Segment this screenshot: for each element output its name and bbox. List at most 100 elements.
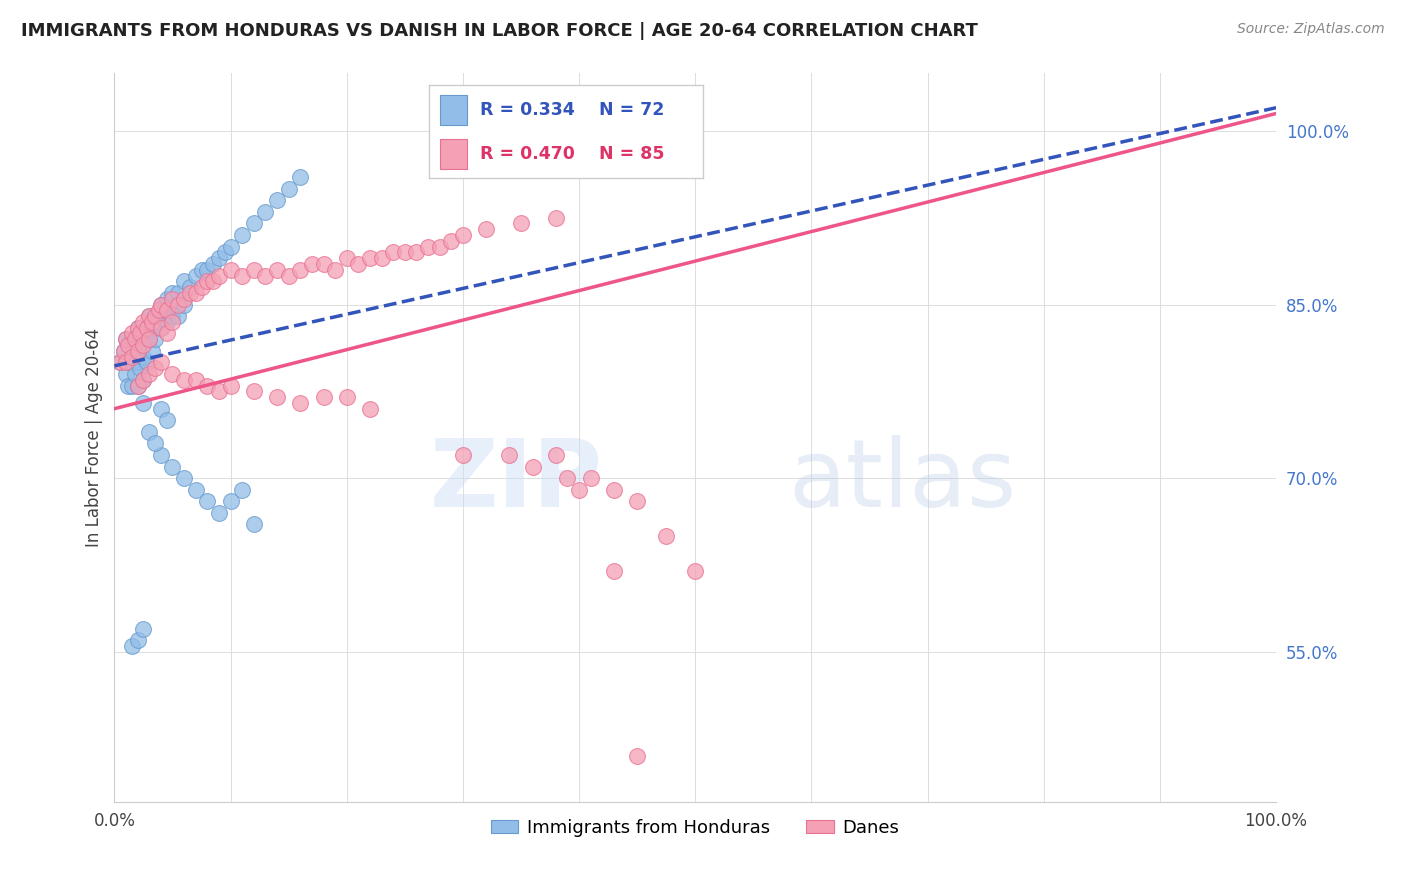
Text: N = 85: N = 85 (599, 145, 664, 163)
Point (117, 378, 139, 392)
Point (359, 251, 381, 265)
Point (370, 251, 392, 265)
Point (121, 378, 143, 392)
Point (173, 297, 195, 311)
Point (312, 257, 335, 271)
Point (121, 639, 143, 653)
Point (143, 436, 166, 450)
Point (266, 390, 288, 404)
Point (115, 355, 138, 369)
Point (557, 471, 579, 485)
Point (394, 245, 416, 260)
Point (110, 355, 132, 369)
Point (127, 378, 149, 392)
Point (141, 315, 163, 329)
Point (156, 303, 179, 318)
Point (290, 170, 312, 185)
Point (115, 367, 138, 381)
Point (127, 320, 149, 334)
Point (475, 222, 498, 236)
Point (129, 338, 152, 352)
Point (277, 268, 299, 283)
Point (141, 320, 163, 334)
Point (117, 338, 139, 352)
Point (132, 396, 155, 410)
Point (579, 471, 602, 485)
Point (143, 361, 166, 376)
Point (143, 309, 166, 323)
Point (156, 413, 179, 427)
Point (162, 367, 184, 381)
Point (124, 332, 146, 346)
Point (219, 494, 242, 508)
Text: ZIP: ZIP (429, 435, 602, 527)
Point (195, 274, 218, 288)
Point (208, 268, 231, 283)
Point (231, 228, 253, 243)
Point (138, 309, 160, 323)
Point (243, 217, 266, 231)
Point (149, 320, 172, 334)
Point (132, 326, 155, 341)
Point (568, 483, 591, 497)
Point (138, 309, 160, 323)
Point (190, 280, 212, 294)
Point (440, 234, 463, 248)
Point (143, 309, 166, 323)
Point (132, 373, 155, 387)
Point (202, 257, 225, 271)
Point (149, 320, 172, 334)
Text: IMMIGRANTS FROM HONDURAS VS DANISH IN LABOR FORCE | AGE 20-64 CORRELATION CHART: IMMIGRANTS FROM HONDURAS VS DANISH IN LA… (21, 22, 979, 40)
Point (149, 355, 172, 369)
Point (603, 483, 626, 497)
Point (208, 251, 231, 265)
Point (254, 268, 277, 283)
Point (152, 309, 174, 323)
Point (159, 303, 181, 318)
Point (156, 326, 179, 341)
Point (132, 338, 155, 352)
Point (208, 384, 231, 399)
Point (290, 262, 312, 277)
Point (347, 257, 370, 271)
Point (184, 483, 207, 497)
Point (173, 274, 195, 288)
Point (138, 332, 160, 346)
Point (195, 378, 218, 392)
FancyBboxPatch shape (440, 139, 467, 169)
Point (148, 315, 170, 329)
Point (129, 326, 152, 341)
Point (266, 262, 288, 277)
Point (243, 384, 266, 399)
Point (117, 355, 139, 369)
Text: R = 0.470: R = 0.470 (479, 145, 575, 163)
Point (202, 274, 225, 288)
Point (138, 367, 160, 381)
Point (243, 262, 266, 277)
Point (121, 350, 143, 364)
Point (136, 355, 159, 369)
Point (127, 332, 149, 346)
Point (162, 315, 184, 329)
Text: atlas: atlas (789, 435, 1017, 527)
Point (127, 355, 149, 369)
Point (149, 297, 172, 311)
Text: Source: ZipAtlas.com: Source: ZipAtlas.com (1237, 22, 1385, 37)
Point (112, 343, 135, 358)
Point (195, 494, 218, 508)
Point (156, 315, 179, 329)
Point (219, 262, 242, 277)
Point (336, 390, 359, 404)
Point (149, 297, 172, 311)
Point (231, 268, 253, 283)
Text: N = 72: N = 72 (599, 101, 664, 119)
Point (683, 564, 706, 578)
Point (336, 251, 359, 265)
Point (208, 506, 231, 520)
Point (115, 332, 138, 346)
Point (626, 748, 648, 763)
Point (359, 401, 381, 416)
Point (124, 367, 146, 381)
Point (312, 390, 335, 404)
Point (173, 471, 195, 485)
